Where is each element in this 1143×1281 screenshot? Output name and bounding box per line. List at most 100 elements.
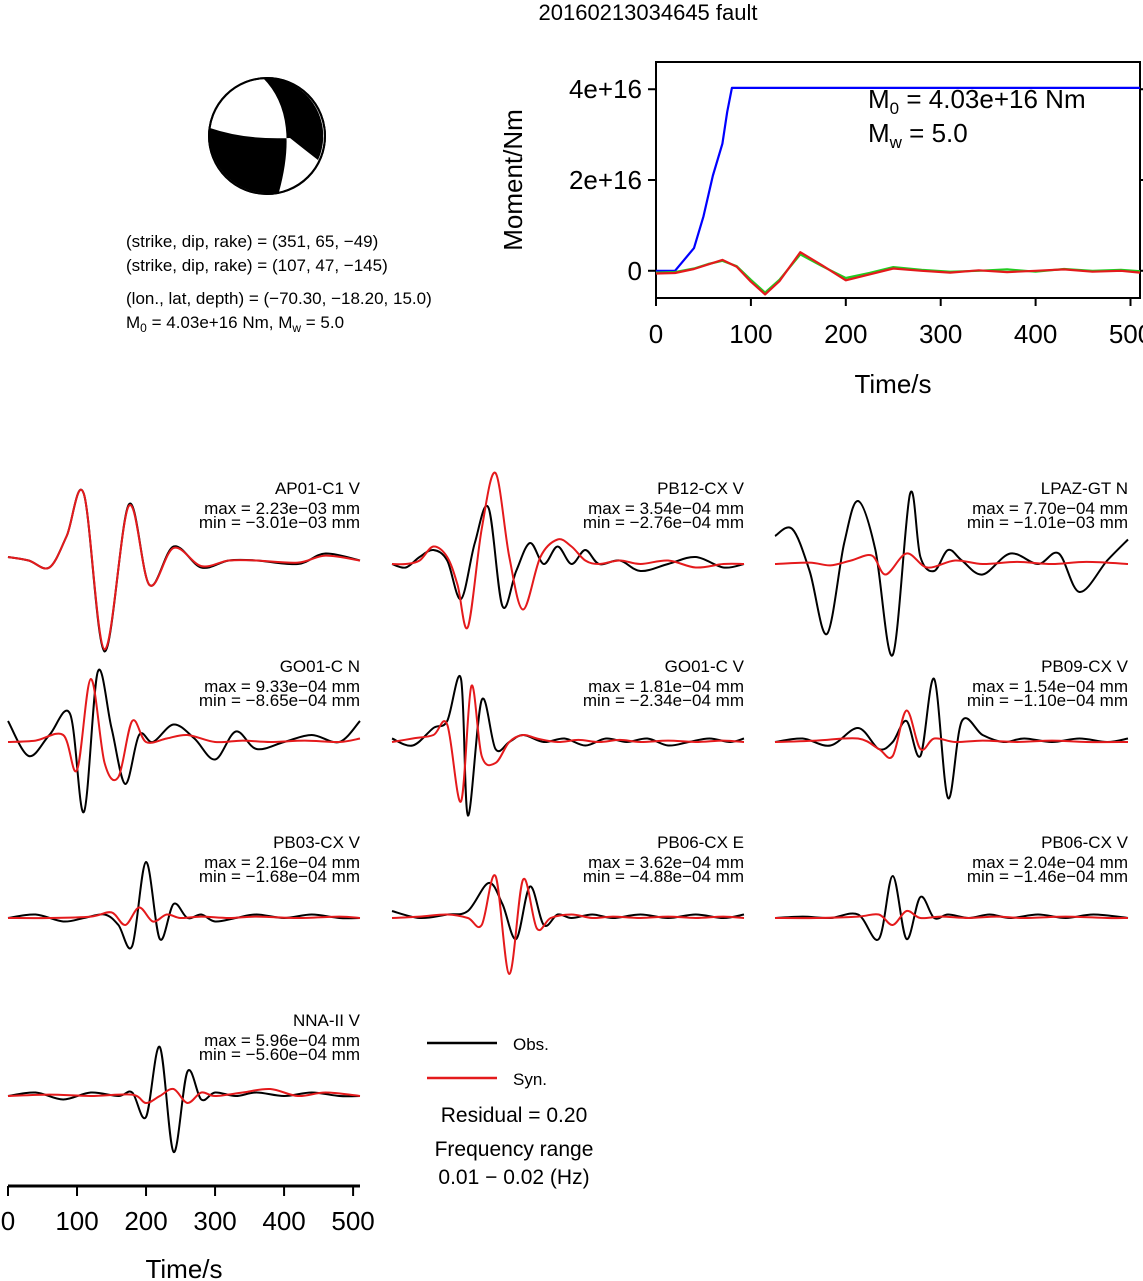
max-amplitude-label: max = 5.96e−04 mm [204,1031,360,1050]
mw-prefix: M [868,118,890,148]
max-amplitude-label: max = 1.54e−04 mm [972,677,1128,696]
plane1-text: (strike, dip, rake) = (351, 65, −49) [126,232,378,251]
min-amplitude-label: min = −1.68e−04 mm [199,867,360,886]
moment-curve [656,86,1140,272]
max-amplitude-label: max = 7.70e−04 mm [972,499,1128,518]
moment-x-tick-label: 100 [729,319,772,349]
moment-y-ticks: 0 2e+16 4e+16 [569,74,1143,286]
synthetic-trace [7,1087,361,1104]
m0-prefix: M [868,84,890,114]
max-amplitude-label: max = 3.54e−04 mm [588,499,744,518]
legend-syn-label: Syn. [513,1070,547,1089]
min-amplitude-label: min = −5.60e−04 mm [199,1045,360,1064]
green-curve [655,253,1141,294]
synthetic-trace [774,552,1129,576]
synthetic-trace [7,677,361,782]
m0-value: = 4.03e+16 Nm [899,84,1085,114]
frequency-value: 0.01 − 0.02 (Hz) [438,1166,589,1189]
moment-m0-annotation: M0 = 4.03e+16 Nm [868,84,1086,118]
station-label: PB12-CX V [657,479,745,498]
red-curve [655,251,1141,296]
beachball-icon [208,77,326,195]
min-amplitude-label: min = −3.01e−03 mm [199,513,360,532]
moment-mw-annotation: Mw = 5.0 [868,118,968,152]
moment-prefix: M [126,313,140,332]
mw-annotation-value: = 5.0 [902,118,968,148]
min-amplitude-label: min = −2.76e−04 mm [583,513,744,532]
min-amplitude-label: min = −1.10e−04 mm [967,691,1128,710]
moment-xlabel: Time/s [854,369,931,399]
waveform-x-tick-label: 0 [1,1206,15,1236]
moment-ylabel: Moment/Nm [498,109,528,251]
synthetic-trace [774,709,1129,759]
mw-annotation-sub: w [889,133,903,152]
max-amplitude-label: max = 2.04e−04 mm [972,853,1128,872]
legend-obs-label: Obs. [513,1035,549,1054]
moment-y-tick-label: 2e+16 [569,165,642,195]
residual-text: Residual = 0.20 [441,1104,588,1127]
observed-trace [7,1045,361,1154]
moment-value: = 4.03e+16 Nm, M [147,313,293,332]
moment-y-tick-label: 0 [628,256,642,286]
station-label: PB06-CX E [657,833,744,852]
synthetic-trace [391,874,745,976]
station-label: PB06-CX V [1041,833,1129,852]
waveform-x-tick-label: 200 [124,1206,167,1236]
station-label: PB03-CX V [273,833,361,852]
mw-value: = 5.0 [301,313,344,332]
min-amplitude-label: min = −1.46e−04 mm [967,867,1128,886]
moment-y-tick-label: 4e+16 [569,74,642,104]
waveform-x-tick-label: 100 [55,1206,98,1236]
m0-sub: 0 [890,99,899,118]
observed-trace [391,882,745,941]
mw-sub: w [291,321,301,335]
synthetic-trace [391,471,745,630]
moment-series [655,86,1141,296]
frequency-label: Frequency range [435,1138,594,1161]
min-amplitude-label: min = −1.01e−03 mm [967,513,1128,532]
waveform-x-tick-label: 300 [193,1206,236,1236]
station-label: GO01-C V [665,657,745,676]
moment-x-tick-label: 200 [824,319,867,349]
max-amplitude-label: max = 9.33e−04 mm [204,677,360,696]
synthetic-trace [7,488,361,651]
max-amplitude-label: max = 2.23e−03 mm [204,499,360,518]
observed-trace [774,490,1129,657]
station-label: PB09-CX V [1041,657,1129,676]
max-amplitude-label: max = 2.16e−04 mm [204,853,360,872]
min-amplitude-label: min = −2.34e−04 mm [583,691,744,710]
waveform-x-axis: Time/s 0 100 200 300 400 500 [1,1184,375,1281]
moment-x-tick-label: 400 [1014,319,1057,349]
min-amplitude-label: min = −8.65e−04 mm [199,691,360,710]
observed-trace [391,504,745,609]
waveform-x-tick-label: 500 [331,1206,374,1236]
station-label: LPAZ-GT N [1041,479,1128,498]
max-amplitude-label: max = 1.81e−04 mm [588,677,744,696]
moment-text: M0 = 4.03e+16 Nm, Mw = 5.0 [126,313,344,335]
moment-chart: 0 2e+16 4e+16 0 100 200 300 400 500 Moment/Nm T… [498,61,1143,399]
station-label: GO01-C N [280,657,360,676]
max-amplitude-label: max = 3.62e−04 mm [588,853,744,872]
plane2-text: (strike, dip, rake) = (107, 47, −145) [126,256,388,275]
station-label: NNA-II V [293,1011,361,1030]
synthetic-trace [7,906,361,926]
legend: Obs. Syn. [427,1035,549,1089]
location-text: (lon., lat, depth) = (−70.30, −18.20, 15… [126,289,432,308]
waveform-xlabel: Time/s [145,1254,222,1281]
synthetic-trace [391,684,745,803]
moment-x-ticks: 0 100 200 300 400 500 [649,298,1143,349]
moment-sub: 0 [140,321,147,335]
moment-x-tick-label: 500 [1109,319,1143,349]
station-label: AP01-C1 V [275,479,361,498]
moment-x-tick-label: 0 [649,319,663,349]
